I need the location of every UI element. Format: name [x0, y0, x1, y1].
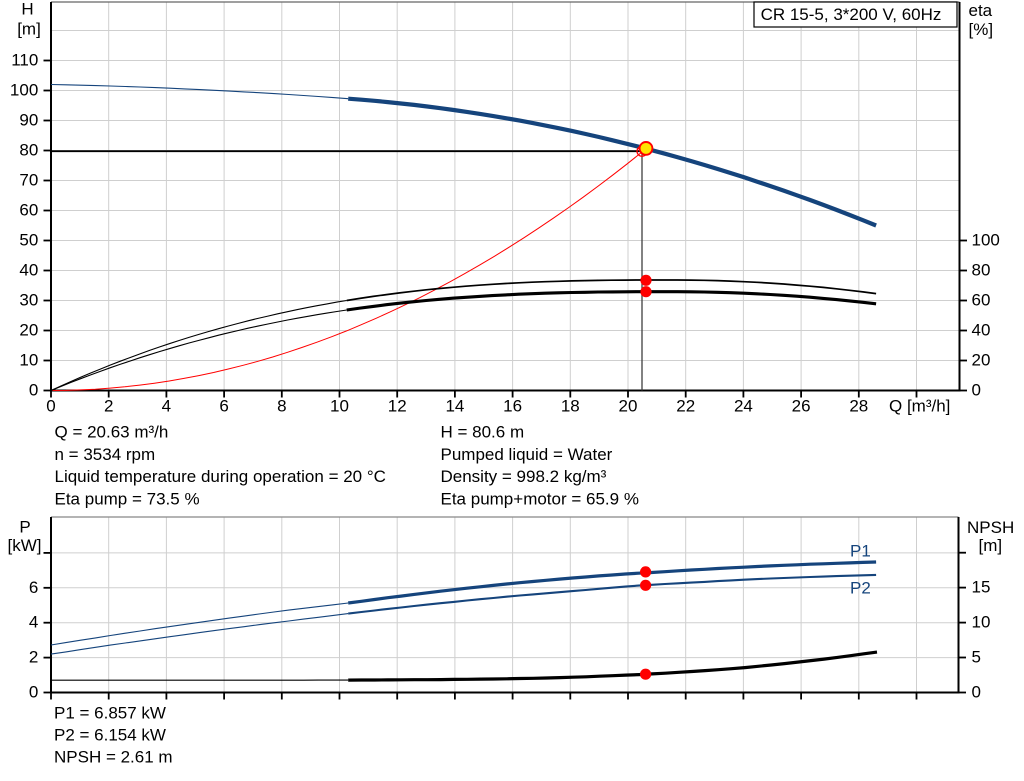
- svg-text:90: 90: [19, 110, 38, 129]
- svg-text:P1: P1: [850, 542, 871, 561]
- svg-text:20: 20: [972, 351, 991, 370]
- svg-text:Density = 998.2 kg/m³: Density = 998.2 kg/m³: [441, 467, 607, 486]
- svg-text:P2 = 6.154 kW: P2 = 6.154 kW: [54, 725, 166, 744]
- svg-text:5: 5: [972, 648, 981, 667]
- svg-text:Pumped liquid = Water: Pumped liquid = Water: [441, 445, 613, 464]
- svg-text:80: 80: [972, 261, 991, 280]
- svg-text:0: 0: [972, 381, 981, 400]
- svg-text:10: 10: [330, 397, 349, 416]
- svg-text:0: 0: [972, 683, 981, 702]
- svg-text:100: 100: [972, 231, 1000, 250]
- svg-text:10: 10: [19, 350, 38, 369]
- svg-text:H = 80.6 m: H = 80.6 m: [441, 422, 525, 441]
- svg-text:[m]: [m]: [17, 20, 41, 39]
- svg-text:0: 0: [29, 683, 38, 702]
- svg-text:2: 2: [104, 397, 113, 416]
- svg-text:6: 6: [29, 578, 38, 597]
- svg-text:10: 10: [972, 613, 991, 632]
- svg-text:0: 0: [46, 397, 55, 416]
- svg-text:Liquid temperature during oper: Liquid temperature during operation = 20…: [55, 467, 386, 486]
- svg-text:[m]: [m]: [979, 536, 1003, 555]
- svg-text:22: 22: [676, 397, 695, 416]
- svg-text:15: 15: [972, 578, 991, 597]
- svg-text:50: 50: [19, 230, 38, 249]
- svg-text:100: 100: [10, 80, 38, 99]
- svg-text:110: 110: [11, 50, 38, 69]
- svg-text:Q [m³/h]: Q [m³/h]: [889, 397, 950, 416]
- svg-text:P2: P2: [850, 579, 871, 598]
- svg-text:P: P: [19, 518, 30, 537]
- svg-text:60: 60: [19, 200, 38, 219]
- svg-text:eta: eta: [969, 1, 993, 20]
- svg-text:4: 4: [29, 613, 38, 632]
- svg-text:n = 3534 rpm: n = 3534 rpm: [55, 445, 156, 464]
- svg-text:20: 20: [619, 397, 638, 416]
- svg-text:P1 = 6.857 kW: P1 = 6.857 kW: [54, 703, 166, 722]
- svg-text:26: 26: [792, 397, 811, 416]
- svg-text:H: H: [21, 0, 33, 19]
- svg-text:[kW]: [kW]: [8, 536, 42, 555]
- svg-text:NPSH: NPSH: [967, 518, 1014, 537]
- svg-text:8: 8: [277, 397, 286, 416]
- svg-text:6: 6: [219, 397, 228, 416]
- svg-text:60: 60: [972, 291, 991, 310]
- svg-text:0: 0: [29, 380, 38, 399]
- svg-text:18: 18: [561, 397, 580, 416]
- svg-text:2: 2: [29, 648, 38, 667]
- svg-text:4: 4: [162, 397, 171, 416]
- svg-text:Q = 20.63 m³/h: Q = 20.63 m³/h: [55, 422, 169, 441]
- svg-text:NPSH = 2.61 m: NPSH = 2.61 m: [54, 747, 173, 766]
- svg-text:80: 80: [19, 140, 38, 159]
- svg-text:40: 40: [972, 321, 991, 340]
- svg-text:[%]: [%]: [969, 20, 994, 39]
- svg-text:14: 14: [445, 397, 464, 416]
- svg-text:24: 24: [734, 397, 753, 416]
- svg-text:28: 28: [849, 397, 868, 416]
- svg-text:12: 12: [388, 397, 407, 416]
- svg-text:20: 20: [19, 320, 38, 339]
- svg-text:Eta pump = 73.5 %: Eta pump = 73.5 %: [55, 489, 200, 508]
- svg-text:Eta pump+motor = 65.9 %: Eta pump+motor = 65.9 %: [441, 489, 639, 508]
- svg-text:70: 70: [19, 170, 38, 189]
- svg-text:16: 16: [503, 397, 522, 416]
- svg-text:30: 30: [19, 290, 38, 309]
- svg-text:CR 15-5, 3*200 V, 60Hz: CR 15-5, 3*200 V, 60Hz: [761, 5, 942, 24]
- svg-text:40: 40: [19, 260, 38, 279]
